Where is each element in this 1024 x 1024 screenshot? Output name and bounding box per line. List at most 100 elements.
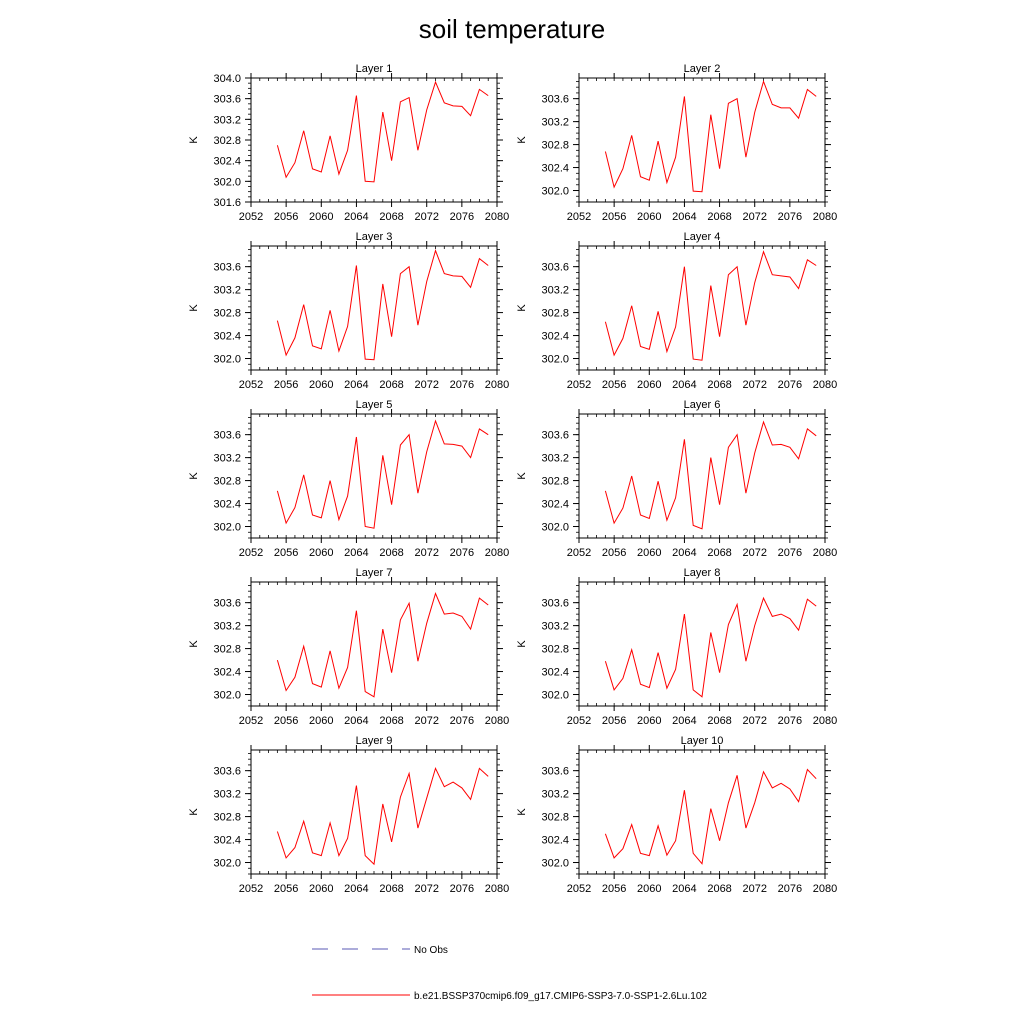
series-line [276,592,489,698]
x-tick-label: 2072 [742,715,766,727]
x-tick-label: 2072 [414,547,438,559]
x-tick-label: 2080 [813,211,837,223]
x-tick-label: 2064 [672,379,696,391]
y-tick-label: 303.2 [213,453,241,465]
x-tick-label: 2076 [450,883,474,895]
y-tick-label: 303.2 [541,789,569,801]
y-tick-label: 302.4 [541,835,569,847]
y-tick-label: 302.4 [541,667,569,679]
y-axis-label: K [516,808,528,816]
x-tick-label: 2052 [567,883,591,895]
x-tick-label: 2064 [344,715,368,727]
y-axis-label: K [188,472,200,480]
plot-frame [250,77,498,203]
x-tick-label: 2056 [602,211,626,223]
x-tick-label: 2068 [707,715,731,727]
x-tick-label: 2068 [379,883,403,895]
panel-1: Layer 1 K 2052 2056 2060 2064 2068 2072 2076 2080… [188,63,509,223]
y-axis-label: K [188,136,200,144]
x-tick-label: 2052 [239,547,263,559]
series-line [276,249,489,361]
y-axis-label: K [188,304,200,312]
y-tick-label: 303.2 [541,453,569,465]
series-line [276,767,489,866]
x-tick-label: 2064 [344,211,368,223]
y-tick-label: 303.2 [213,789,241,801]
y-tick-label: 302.4 [541,331,569,343]
y-tick-label: 303.2 [541,621,569,633]
y-tick-label: 303.2 [541,285,569,297]
x-tick-label: 2080 [485,883,509,895]
panel-6: Layer 6 K 2052 2056 2060 2064 2068 2072 2076 2080… [516,399,837,559]
y-tick-label: 303.2 [541,117,569,129]
y-tick-label: 302.4 [213,667,241,679]
x-tick-label: 2052 [239,211,263,223]
y-tick-label: 302.8 [541,644,569,656]
x-tick-label: 2080 [485,547,509,559]
panel-title: Layer 8 [684,567,721,579]
x-tick-label: 2068 [707,211,731,223]
y-tick-label: 302.8 [541,308,569,320]
x-tick-label: 2056 [274,211,298,223]
x-tick-label: 2076 [778,883,802,895]
y-tick-label: 302.8 [213,644,241,656]
panel-5: Layer 5 K 2052 2056 2060 2064 2068 2072 2076 2080… [188,399,509,559]
x-tick-label: 2072 [742,379,766,391]
y-tick-label: 302.0 [541,354,569,366]
y-tick-label: 302.0 [213,690,241,702]
x-tick-label: 2076 [778,379,802,391]
x-tick-label: 2080 [813,883,837,895]
x-tick-label: 2068 [379,379,403,391]
y-tick-label: 302.4 [541,163,569,175]
x-tick-label: 2072 [414,715,438,727]
y-tick-label: 303.6 [541,262,569,274]
x-tick-label: 2060 [309,379,333,391]
panel-title: Layer 3 [356,231,393,243]
panel-title: Layer 1 [356,63,393,75]
x-tick-label: 2060 [637,883,661,895]
x-tick-label: 2072 [414,211,438,223]
panel-8: Layer 8 K 2052 2056 2060 2064 2068 2072 2076 2080… [516,567,837,727]
x-tick-label: 2064 [672,883,696,895]
series-line [604,768,817,865]
panel-2: Layer 2 K 2052 2056 2060 2064 2068 2072 2076 2080… [516,63,837,223]
panel-title: Layer 6 [684,399,721,411]
x-tick-label: 2068 [707,379,731,391]
series-line [276,80,489,183]
y-tick-label: 302.4 [213,331,241,343]
y-tick-label: 302.0 [541,186,569,198]
x-tick-label: 2060 [309,547,333,559]
y-tick-label: 303.2 [213,285,241,297]
y-axis-label: K [188,640,200,648]
x-tick-label: 2060 [637,379,661,391]
x-tick-label: 2076 [778,547,802,559]
x-tick-label: 2060 [637,715,661,727]
x-tick-label: 2068 [379,211,403,223]
x-tick-label: 2060 [637,211,661,223]
y-tick-label: 302.8 [213,812,241,824]
x-tick-label: 2072 [742,547,766,559]
x-tick-label: 2076 [450,547,474,559]
x-tick-label: 2072 [742,883,766,895]
x-tick-label: 2056 [274,547,298,559]
x-tick-label: 2056 [602,379,626,391]
y-tick-label: 302.0 [541,858,569,870]
x-tick-label: 2064 [672,715,696,727]
y-tick-label: 302.8 [541,812,569,824]
y-tick-label: 301.6 [213,197,241,209]
y-tick-label: 303.2 [213,621,241,633]
x-tick-label: 2052 [239,715,263,727]
page-title: soil temperature [418,14,606,44]
panel-title: Layer 9 [356,735,393,747]
x-tick-label: 2052 [567,211,591,223]
x-tick-label: 2056 [274,715,298,727]
x-tick-label: 2068 [379,547,403,559]
y-tick-label: 303.6 [541,766,569,778]
x-tick-label: 2064 [344,379,368,391]
y-tick-label: 303.6 [213,430,241,442]
panel-title: Layer 5 [356,399,393,411]
x-tick-label: 2060 [309,715,333,727]
panel-title: Layer 7 [356,567,393,579]
y-tick-label: 302.8 [213,135,241,147]
y-axis-label: K [516,136,528,144]
